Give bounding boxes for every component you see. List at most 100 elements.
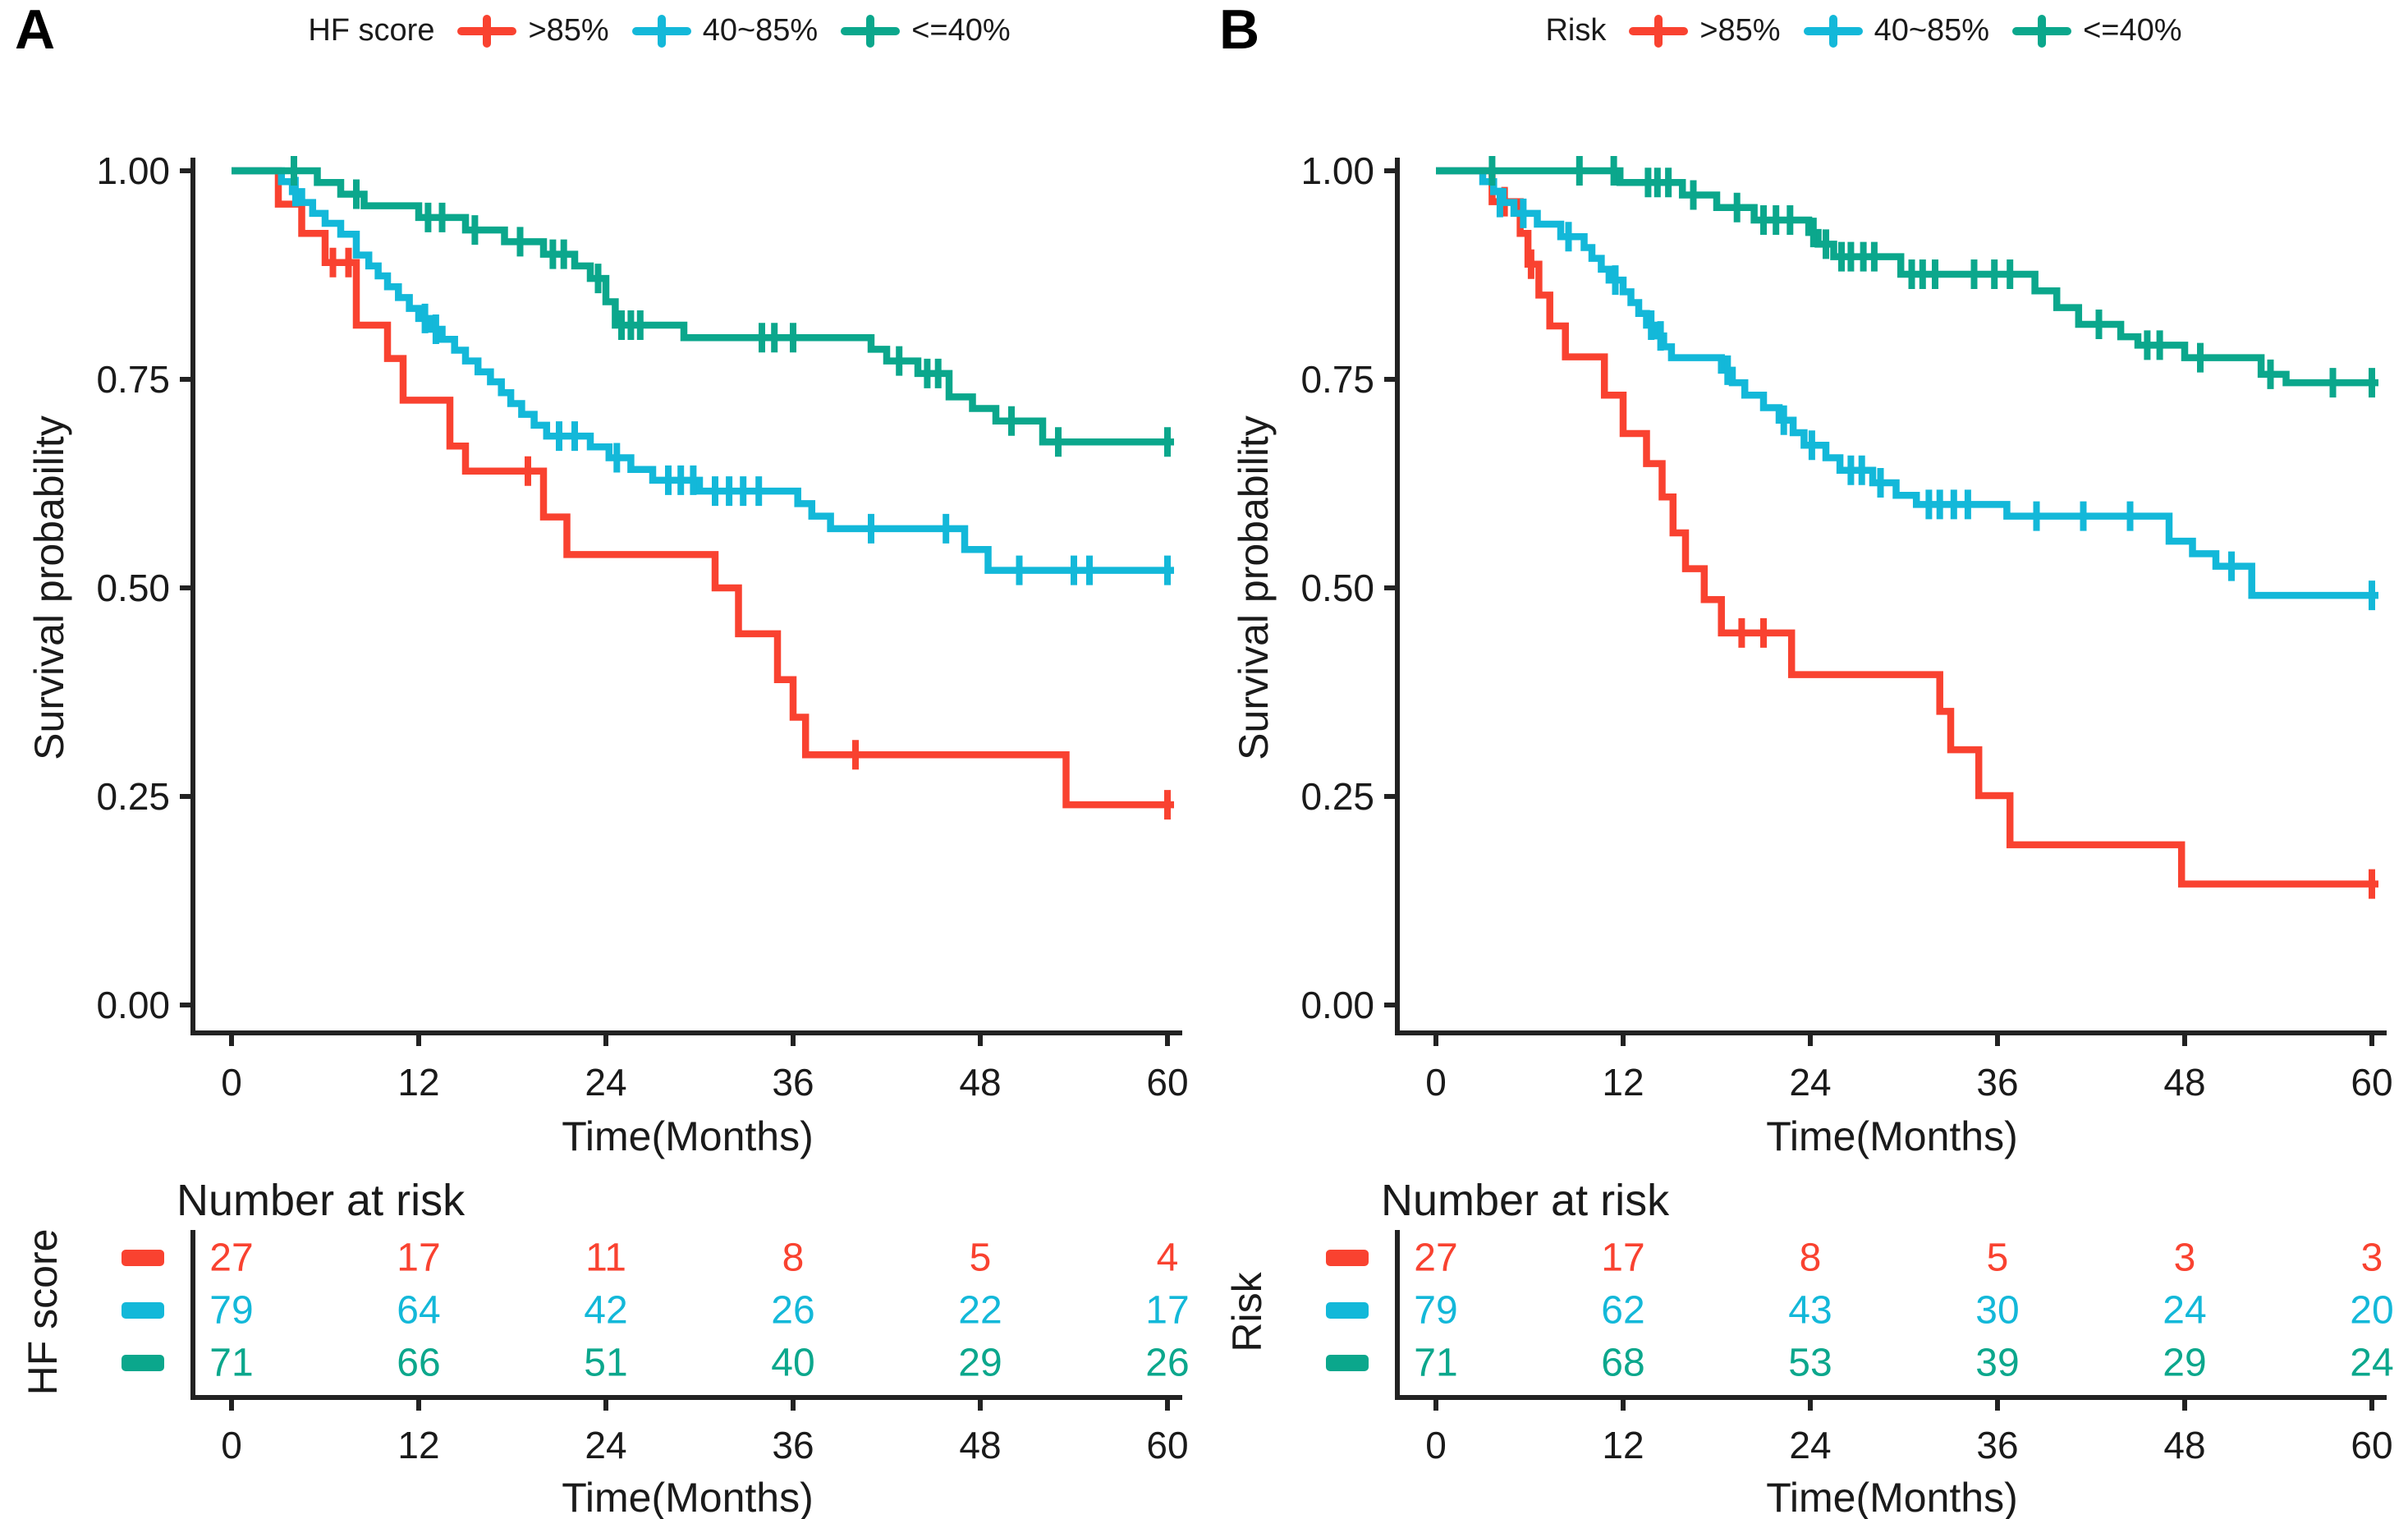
panel-b: B Risk >85% 40~85% <=40% 1.00 0.75 0.50 0.2… [1204,0,2408,1519]
panel-a: A HF score >85% 40~85% <=40% 1.00 0.75 0.5… [15,0,1190,1519]
risk-count: 17 [1601,1237,1644,1280]
risk-group-label: HF score [20,1229,66,1396]
risk-count: 8 [1800,1237,1822,1280]
risk-count: 29 [958,1342,1002,1385]
risk-count: 22 [958,1289,1002,1333]
x-axis-title: Time(Months) [1766,1113,2018,1159]
legend-item: 40~85% [1803,13,1990,48]
censor-line-icon [1629,14,1689,48]
x-tick-label: 24 [585,1061,626,1104]
risk-count: 11 [585,1237,626,1280]
risk-count: 79 [1414,1289,1457,1333]
survival-curve [1436,167,2378,888]
risk-x-tick-label: 48 [959,1424,1001,1466]
risk-x-tick-label: 36 [1976,1424,2018,1466]
y-tick-label: 0.00 [1300,984,1374,1026]
risk-count: 5 [1987,1237,2009,1280]
risk-count: 3 [2361,1237,2383,1280]
risk-count: 26 [1145,1342,1189,1385]
risk-x-tick-label: 48 [2163,1424,2205,1466]
risk-count: 30 [1975,1289,2019,1333]
risk-count: 4 [1157,1237,1179,1280]
risk-table-title: Number at risk [177,1176,466,1225]
survival-curve [232,167,1174,574]
risk-row-swatch [122,1250,164,1266]
legend-item-label: >85% [1699,13,1781,48]
risk-count: 79 [209,1289,253,1333]
risk-count: 53 [1788,1342,1832,1385]
x-tick-label: 60 [2351,1061,2392,1104]
survival-curve [1436,167,2378,599]
risk-count: 62 [1601,1289,1644,1333]
risk-count: 24 [2163,1289,2206,1333]
y-tick-label: 0.75 [96,358,170,401]
risk-row-swatch [1326,1302,1369,1319]
risk-count: 68 [1601,1342,1644,1385]
risk-count: 71 [1414,1342,1457,1385]
x-tick-label: 12 [397,1061,439,1104]
survival-curve [232,167,1174,446]
risk-x-tick-label: 0 [1425,1424,1447,1466]
risk-count: 17 [1145,1289,1189,1333]
legend-item-label: <=40% [2083,13,2182,48]
risk-x-tick-label: 0 [221,1424,242,1466]
risk-count: 42 [584,1289,627,1333]
risk-x-tick-label: 24 [585,1424,626,1466]
legend-item: <=40% [841,13,1011,48]
censor-line-icon [841,14,901,48]
x-tick-label: 0 [221,1061,242,1104]
legend-item-label: 40~85% [702,13,819,48]
risk-row-swatch [122,1302,164,1319]
risk-x-tick-label: 12 [397,1424,439,1466]
censor-line-icon [1803,14,1863,48]
y-tick-label: 0.75 [1300,358,1374,401]
y-axis-title: Survival probability [1231,415,1277,760]
risk-group-label: Risk [1224,1271,1270,1351]
risk-x-axis-title: Time(Months) [562,1475,814,1519]
legend-item: >85% [1629,13,1781,48]
legend-title: Risk [1545,13,1607,48]
censor-line-icon [631,14,691,48]
risk-count: 27 [1414,1237,1457,1280]
censor-line-icon [2012,14,2072,48]
panel-letter: A [15,0,56,61]
risk-x-tick-label: 36 [772,1424,814,1466]
legend: HF score >85% 40~85% <=40% [57,13,1261,48]
risk-row-swatch [1326,1355,1369,1371]
risk-row-swatch [1326,1250,1369,1266]
survival-curve [1436,167,2378,387]
risk-count: 51 [584,1342,627,1385]
legend-title: HF score [308,13,435,48]
risk-count: 24 [2350,1342,2393,1385]
legend-item: <=40% [2012,13,2182,48]
km-chart: 1.000.750.500.250.000 12 24 36 48 60Time(Mont… [20,149,1190,1519]
y-tick-label: 0.25 [1300,775,1374,818]
y-tick-label: 0.25 [96,775,170,818]
x-tick-label: 48 [2163,1061,2205,1104]
risk-count: 17 [397,1237,440,1280]
legend-item-label: <=40% [911,13,1011,48]
risk-count: 5 [970,1237,992,1280]
risk-x-axis-title: Time(Months) [1766,1475,2018,1519]
km-chart: 1.000.750.500.250.000 12 24 36 48 60Time(Mont… [1224,149,2394,1519]
legend-item-label: >85% [528,13,609,48]
y-tick-label: 0.00 [96,984,170,1026]
risk-table-title: Number at risk [1381,1176,1670,1225]
x-tick-label: 12 [1602,1061,1644,1104]
risk-x-tick-label: 60 [1146,1424,1188,1466]
y-axis-title: Survival probability [26,415,72,760]
risk-count: 71 [209,1342,253,1385]
x-tick-label: 48 [959,1061,1001,1104]
legend-item: >85% [457,13,609,48]
y-tick-label: 1.00 [96,149,170,192]
x-tick-label: 36 [1976,1061,2018,1104]
risk-x-tick-label: 24 [1789,1424,1831,1466]
risk-count: 3 [2174,1237,2196,1280]
risk-count: 29 [2163,1342,2206,1385]
x-tick-label: 36 [772,1061,814,1104]
legend-item-label: 40~85% [1874,13,1990,48]
risk-count: 20 [2350,1289,2393,1333]
censor-line-icon [457,14,517,48]
risk-count: 27 [209,1237,253,1280]
